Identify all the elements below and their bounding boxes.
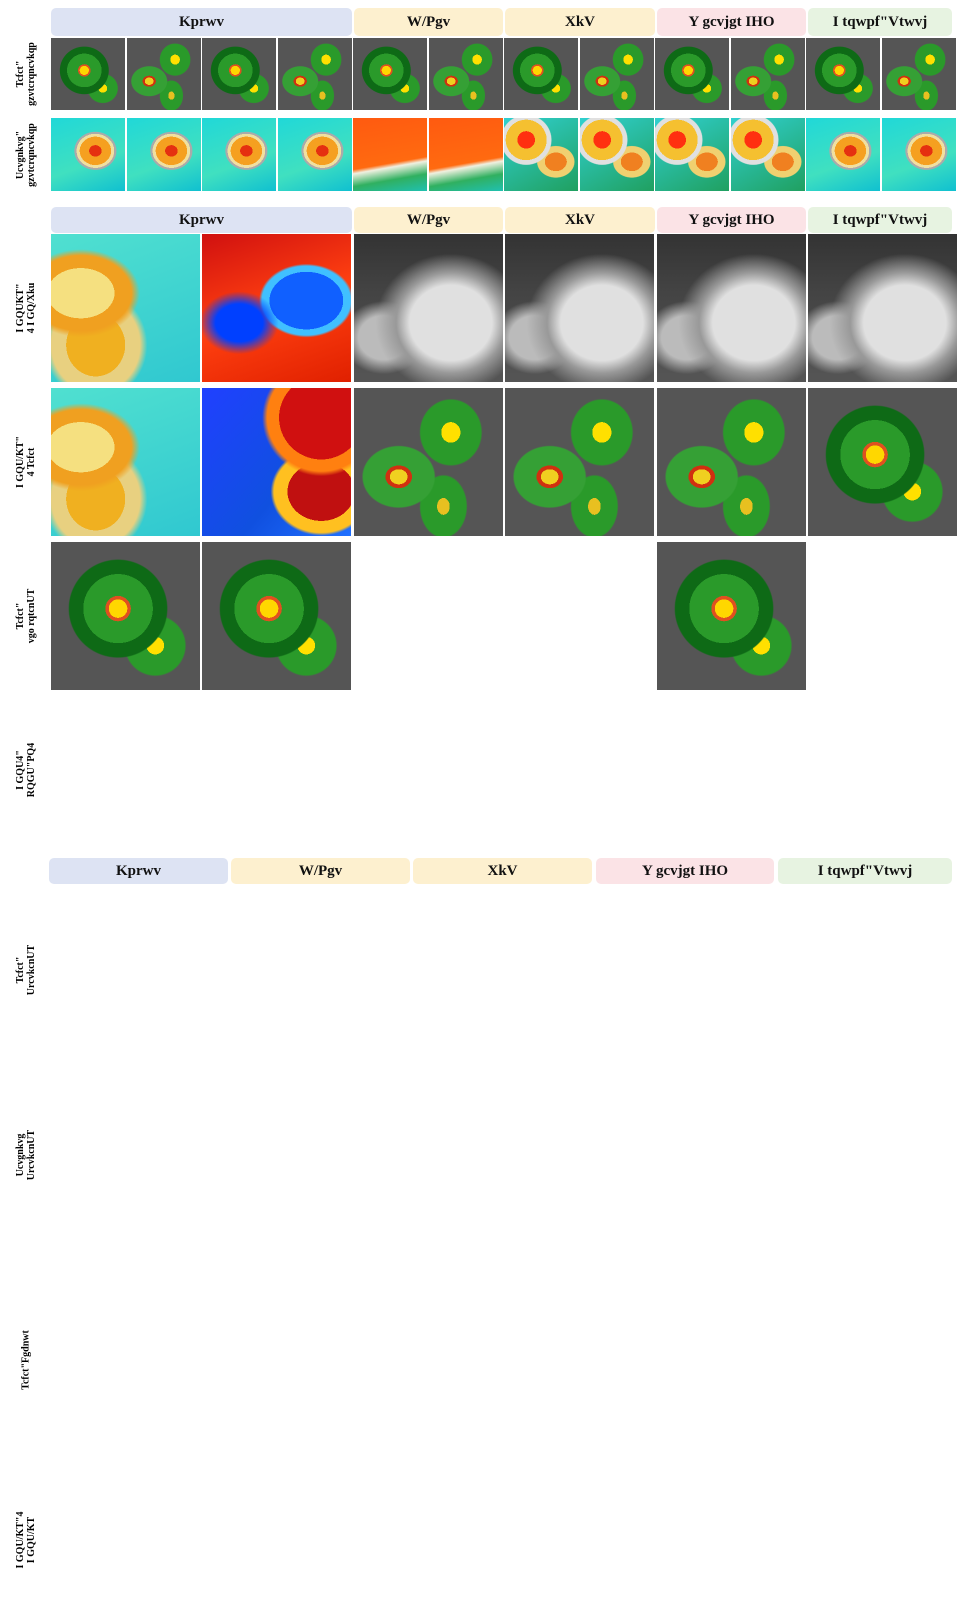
image-tile [657,388,806,536]
row-label: I GQU4"RQGU"PQ4 [15,710,37,830]
image-tile [202,542,351,690]
column-header: Y gcvjgt IHO [657,207,806,233]
image-tile [882,118,956,191]
image-tile [354,388,503,536]
row-label: I GQUKT"4 I GQ/Xku [15,248,37,368]
image-tile [429,38,503,110]
column-header: XkV [505,8,655,36]
image-tile [354,234,503,382]
image-tile [505,388,654,536]
column-header: Kprwv [51,207,352,233]
column-header: Y gcvjgt IHO [596,858,774,884]
image-tile [202,234,351,382]
image-tile [278,38,352,110]
row-label-line: Tcfct"Fgdnwt [21,1300,32,1420]
row-label: I GQU/KT"4 Tcfct [15,402,37,522]
row-label-line: RQGU"PQ4 [26,710,37,830]
row-label-line: 4 Tcfct [26,402,37,522]
row-label-line: gzvtcrqncvkqp [26,95,37,215]
image-tile [127,118,201,191]
column-header: Kprwv [49,858,228,884]
column-header: XkV [413,858,592,884]
image-tile [882,38,956,110]
row-label-line: I GQU/KT" [15,402,26,522]
image-tile [505,234,654,382]
image-tile [202,38,276,110]
image-tile [806,118,880,191]
image-tile [580,118,654,191]
column-header: W/Pgv [354,8,503,36]
row-label-line: 4 I GQ/Xku [26,248,37,368]
row-label-line: I GQU4" [15,710,26,830]
image-tile [657,542,806,690]
image-tile [429,118,503,191]
image-tile [655,38,729,110]
column-header: W/Pgv [354,207,503,233]
image-tile [731,118,805,191]
row-label-line: Ucvgnkvg" [15,95,26,215]
row-label: Tcfct"UrcvkcnUT [15,910,37,1030]
row-label: Ucvgnkvg"gzvtcrqncvkqp [15,95,37,215]
row-label-line: Tcfct" [15,556,26,676]
column-header: I tqwpf"Vtwvj [808,8,952,36]
column-header: Kprwv [51,8,352,36]
image-tile [278,118,352,191]
image-tile [51,118,125,191]
page: (() => { const data = JSON.parse(documen… [0,0,973,1608]
image-tile [808,234,957,382]
row-label-line: I GQU/KT"4 [15,1480,26,1600]
row-label: Tcfct"vgo rqtcnUT [15,556,37,676]
image-tile [127,38,201,110]
image-tile [51,38,125,110]
column-header: I tqwpf"Vtwvj [808,207,952,233]
image-tile [353,118,427,191]
row-label-line: UrcvkcnUT [26,910,37,1030]
image-tile [51,234,200,382]
row-label-line: I GQU/KT [26,1480,37,1600]
image-tile [51,542,200,690]
image-tile [655,118,729,191]
column-header: W/Pgv [231,858,410,884]
row-label: Tcfct"Fgdnwt [21,1300,32,1420]
image-tile [504,38,578,110]
image-tile [504,118,578,191]
row-label-line: vgo rqtcnUT [26,556,37,676]
image-tile [202,388,351,536]
column-header: XkV [505,207,655,233]
row-label-line: UrcvkcnUT [26,1095,37,1215]
row-label-line: I GQUKT" [15,248,26,368]
row-label-line: Tcfct" [15,910,26,1030]
image-tile [657,234,806,382]
image-tile [51,388,200,536]
image-tile [353,38,427,110]
row-label-line: Ucvgnkvg [15,1095,26,1215]
image-tile [808,388,957,536]
image-tile [806,38,880,110]
image-tile [202,118,276,191]
column-header: Y gcvjgt IHO [657,8,806,36]
image-tile [731,38,805,110]
image-tile [580,38,654,110]
column-header: I tqwpf"Vtwvj [778,858,952,884]
